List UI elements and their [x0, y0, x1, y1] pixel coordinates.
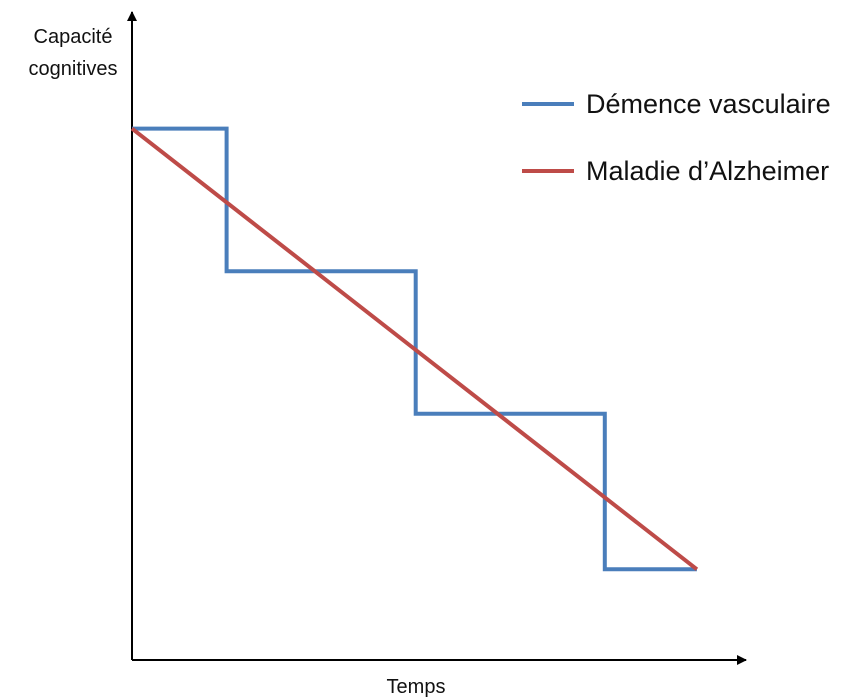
legend-label-maladie-alzheimer: Maladie d’Alzheimer: [586, 156, 829, 186]
legend-label-demence-vasculaire: Démence vasculaire: [586, 89, 831, 119]
series-line-maladie-d-alzheimer: [130, 127, 699, 571]
legend: Démence vasculaire Maladie d’Alzheimer: [522, 89, 831, 186]
x-axis-label: Temps: [387, 676, 446, 698]
y-axis-label-line-2: cognitives: [29, 58, 118, 80]
y-axis-label-line-1: Capacité: [34, 26, 113, 48]
series-line-demence-vasculaire: [132, 126, 697, 572]
series-layer: [130, 126, 699, 572]
